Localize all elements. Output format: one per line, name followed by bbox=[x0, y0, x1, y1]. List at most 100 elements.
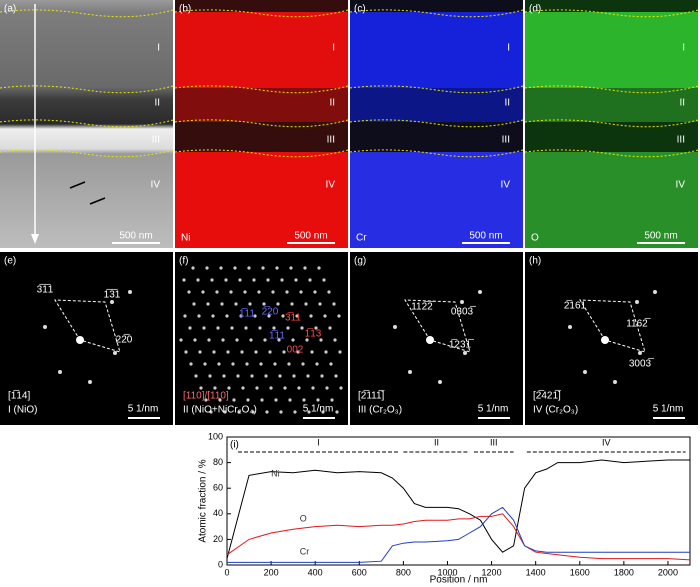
diffraction-panel: 1̅11 2̅203̅111̅11 1̅13002(f)[110]/[110]II … bbox=[175, 252, 348, 425]
spot bbox=[297, 386, 301, 390]
spot bbox=[229, 290, 233, 294]
spot bbox=[222, 374, 226, 378]
spot bbox=[216, 326, 220, 330]
pattern-bg bbox=[525, 252, 698, 425]
element-label: O bbox=[531, 233, 539, 244]
element-label: Cr bbox=[356, 233, 367, 244]
spot bbox=[335, 410, 339, 414]
x-tick-label: 600 bbox=[352, 567, 367, 577]
spot bbox=[224, 278, 228, 282]
map-band bbox=[350, 152, 523, 248]
layer-label: IV bbox=[501, 180, 511, 191]
phase-label: II (NiO+NiCr₂O₄) bbox=[183, 405, 257, 416]
spot bbox=[333, 338, 337, 342]
spot bbox=[206, 302, 210, 306]
spot bbox=[302, 398, 306, 402]
spot bbox=[230, 326, 234, 330]
spot bbox=[653, 290, 657, 294]
tem-image bbox=[0, 0, 173, 248]
spot bbox=[328, 326, 332, 330]
spot bbox=[282, 350, 286, 354]
layer-label: II bbox=[504, 98, 510, 109]
spot bbox=[241, 386, 245, 390]
spot bbox=[266, 278, 270, 282]
boundary bbox=[349, 85, 524, 94]
spot bbox=[184, 350, 188, 354]
y-tick-label: 0 bbox=[218, 559, 223, 569]
y-tick-label: 80 bbox=[213, 457, 223, 467]
panel-label: (c) bbox=[354, 4, 366, 15]
spot bbox=[303, 266, 307, 270]
spot bbox=[317, 266, 321, 270]
scale-bar bbox=[653, 417, 685, 419]
spot bbox=[226, 350, 230, 354]
spot bbox=[240, 350, 244, 354]
spot-label: 3̅11 bbox=[285, 312, 301, 324]
spot bbox=[613, 380, 617, 384]
map-band bbox=[525, 12, 698, 88]
spot bbox=[271, 290, 275, 294]
y-tick-label: 40 bbox=[213, 508, 223, 518]
spot bbox=[322, 278, 326, 282]
spot bbox=[187, 290, 191, 294]
spot bbox=[329, 362, 333, 366]
spot bbox=[308, 278, 312, 282]
spot bbox=[316, 398, 320, 402]
scale-text: 500 nm bbox=[294, 231, 327, 242]
boundary bbox=[524, 85, 699, 94]
boundary bbox=[0, 85, 174, 94]
spot bbox=[235, 338, 239, 342]
spot bbox=[197, 314, 201, 318]
spot bbox=[478, 290, 482, 294]
map-band bbox=[525, 88, 698, 122]
map-band bbox=[525, 0, 698, 12]
spot bbox=[267, 314, 271, 318]
boundary bbox=[174, 85, 349, 94]
spot bbox=[237, 410, 241, 414]
map-band bbox=[175, 88, 348, 122]
spot-label: 002 bbox=[287, 345, 304, 356]
phase-label: III (Cr₂O₃) bbox=[358, 405, 402, 416]
map-band bbox=[525, 122, 698, 152]
y-axis-title: Atomic fraction / % bbox=[198, 459, 209, 542]
spot bbox=[324, 350, 328, 354]
x-tick-label: 2000 bbox=[658, 567, 678, 577]
spot bbox=[460, 300, 464, 304]
spot bbox=[337, 314, 341, 318]
map-band bbox=[350, 12, 523, 88]
spot bbox=[290, 302, 294, 306]
map-band bbox=[175, 12, 348, 88]
spot bbox=[202, 326, 206, 330]
boundary bbox=[349, 119, 524, 128]
boundary bbox=[0, 9, 174, 18]
spot bbox=[189, 362, 193, 366]
spot bbox=[239, 314, 243, 318]
spot bbox=[319, 338, 323, 342]
x-tick-label: 1800 bbox=[614, 567, 634, 577]
spot bbox=[261, 266, 265, 270]
scale-bar bbox=[478, 417, 510, 419]
spot bbox=[321, 410, 325, 414]
spot bbox=[268, 350, 272, 354]
spot bbox=[313, 290, 317, 294]
spot bbox=[113, 351, 117, 355]
spot-label: 1162̅ bbox=[626, 318, 651, 330]
region-label: II bbox=[434, 437, 439, 447]
phase-label: IV (Cr₂O₃) bbox=[533, 405, 578, 416]
pattern-bg bbox=[175, 252, 348, 425]
spot bbox=[263, 338, 267, 342]
spot bbox=[292, 374, 296, 378]
panel-label: (a) bbox=[4, 4, 16, 15]
spot-label: 3̅1̅1 bbox=[37, 284, 54, 296]
spot bbox=[179, 338, 183, 342]
spot bbox=[269, 386, 273, 390]
spot bbox=[262, 302, 266, 306]
plot-frame bbox=[226, 436, 691, 566]
scale-bar bbox=[287, 242, 335, 244]
spot bbox=[264, 374, 268, 378]
spot bbox=[314, 326, 318, 330]
unit-cell bbox=[579, 299, 646, 353]
